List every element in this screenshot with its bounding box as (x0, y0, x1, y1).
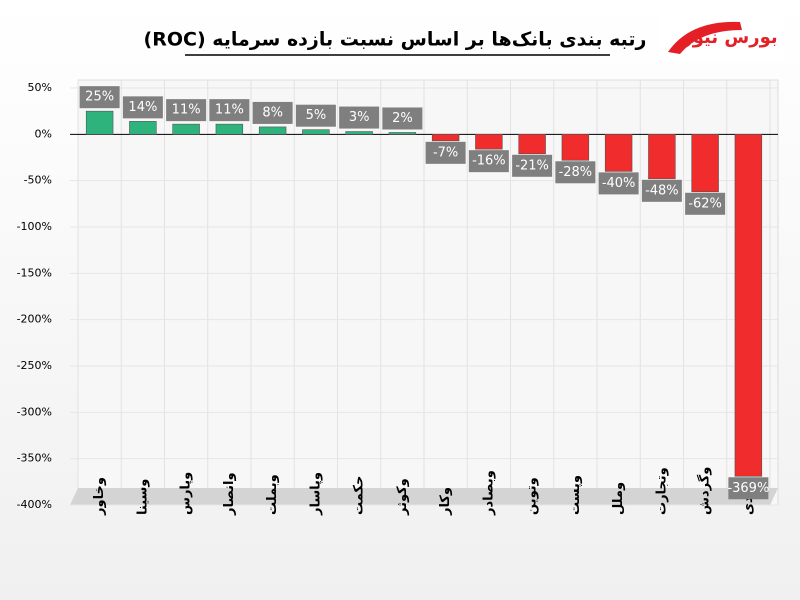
logo-text: بورس نیوز (681, 27, 777, 48)
bar (604, 134, 633, 172)
value-label-box (252, 101, 293, 124)
value-label-box (512, 154, 553, 177)
x-tick-label: وپست (568, 475, 583, 515)
x-tick-label: وخاور (92, 477, 107, 516)
x-tick-label: دی (741, 496, 756, 515)
bar (172, 123, 200, 135)
y-tick-label: -350% (17, 452, 52, 465)
value-label: -48% (645, 183, 679, 198)
value-label-box (685, 192, 726, 215)
x-tick-label: وتوین (525, 477, 540, 515)
x-tick-label: وکوثر (395, 478, 410, 516)
value-label: 5% (306, 108, 327, 123)
value-label-box (209, 99, 250, 122)
x-tick-label: وانصار (222, 472, 237, 516)
bar (215, 123, 244, 135)
bar (85, 110, 114, 135)
value-label-box (598, 172, 639, 195)
y-tick-label: -100% (17, 220, 52, 233)
bar (302, 129, 330, 135)
bar (129, 121, 157, 135)
value-label: 2% (392, 111, 413, 126)
x-tick-label: وکار (438, 487, 453, 516)
x-tick-label: وپاسار (308, 472, 323, 516)
value-label: 11% (215, 103, 244, 118)
value-label-box (295, 104, 336, 127)
value-label-box (122, 96, 163, 119)
bar (691, 134, 719, 193)
value-label: -40% (602, 176, 636, 191)
chart-title: رتبه بندی بانک‌ها بر اساس نسبت بازده سرم… (144, 29, 647, 51)
y-tick-label: -150% (17, 266, 52, 279)
value-label: -16% (472, 154, 506, 169)
value-label: 25% (85, 90, 114, 105)
value-label-box (166, 99, 207, 122)
bar (345, 131, 373, 135)
bar (388, 132, 417, 135)
x-tick-label: وتجارت (654, 467, 669, 515)
y-tick-label: -50% (24, 174, 52, 187)
y-tick-label: 0% (35, 127, 52, 140)
x-tick-label: وملل (611, 482, 626, 515)
bar (734, 134, 763, 477)
y-tick-label: -200% (17, 313, 52, 326)
x-tick-label: وسینا (135, 479, 150, 515)
bar (648, 134, 676, 180)
x-tick-label: وبصادر (481, 470, 496, 516)
value-label-box (339, 106, 380, 129)
value-label-box (468, 150, 509, 173)
value-label: 8% (262, 105, 283, 120)
value-label-box (425, 141, 466, 164)
logo-swoosh (668, 21, 742, 54)
bar (518, 134, 546, 155)
y-tick-label: -400% (17, 498, 52, 511)
x-tick-label: وگردش (697, 467, 713, 515)
value-label: -7% (433, 145, 458, 160)
bar (561, 134, 590, 161)
value-label: 3% (349, 110, 370, 125)
y-tick-label: 50% (28, 81, 52, 94)
value-label: -21% (515, 158, 549, 173)
value-label-box (728, 477, 769, 500)
value-label: -62% (688, 196, 722, 211)
bar (431, 134, 460, 142)
x-tick-label: وپارس (179, 472, 194, 515)
y-tick-label: -250% (17, 359, 52, 372)
bar (258, 126, 287, 135)
value-label-box (641, 179, 682, 202)
value-label-box (555, 161, 596, 184)
value-label: 11% (172, 103, 201, 118)
bar (475, 134, 503, 150)
x-tick-label: حکمت (352, 476, 367, 515)
x-tick-label: وبملت (265, 474, 280, 515)
value-label: 14% (128, 100, 157, 115)
value-label-box (382, 107, 423, 130)
floor (70, 488, 778, 505)
logo: بورس نیوز (660, 12, 785, 60)
value-label: -28% (559, 165, 593, 180)
y-tick-label: -300% (17, 405, 52, 418)
value-label: -369% (727, 481, 769, 496)
value-label-box (79, 86, 120, 109)
